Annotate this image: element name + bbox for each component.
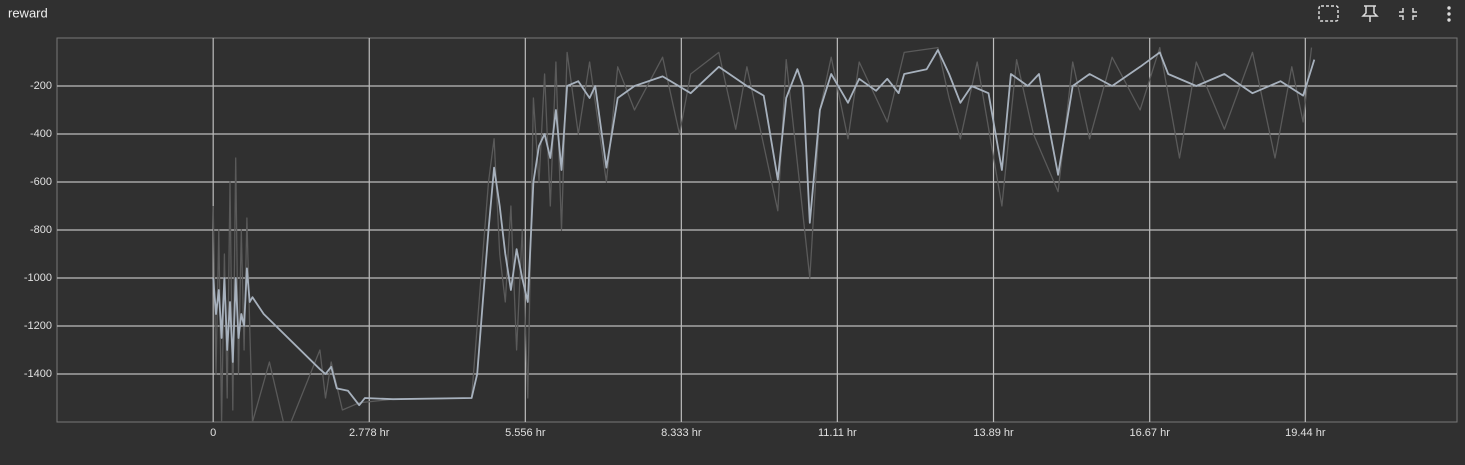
- x-tick-label: 8.333 hr: [661, 427, 702, 439]
- y-tick-label: -1000: [24, 272, 52, 284]
- series-group: [212, 46, 1316, 422]
- chart-title: reward: [8, 5, 48, 20]
- collapse-icon[interactable]: [1399, 8, 1417, 20]
- menu-icon[interactable]: [1447, 6, 1451, 22]
- toolbar[interactable]: [1318, 5, 1451, 22]
- y-tick-label: -200: [30, 80, 52, 92]
- y-tick-label: -1400: [24, 368, 52, 380]
- y-tick-label: -1200: [24, 320, 52, 332]
- grid: [57, 38, 1457, 422]
- y-tick-label: -800: [30, 224, 52, 236]
- x-tick-label: 0: [210, 427, 216, 439]
- fit-icon[interactable]: [1318, 5, 1339, 22]
- x-tick-label: 13.89 hr: [973, 427, 1014, 439]
- x-tick-label: 16.67 hr: [1130, 427, 1171, 439]
- x-tick-label: 2.778 hr: [349, 427, 390, 439]
- x-tick-label: 11.11 hr: [818, 427, 857, 439]
- x-tick-label: 19.44 hr: [1285, 427, 1326, 439]
- series-line: [212, 49, 1316, 407]
- y-tick-label: -600: [30, 176, 52, 188]
- pin-icon[interactable]: [1361, 5, 1379, 22]
- x-tick-label: 5.556 hr: [505, 427, 546, 439]
- series-line: [212, 46, 1313, 422]
- y-tick-label: -400: [30, 128, 52, 140]
